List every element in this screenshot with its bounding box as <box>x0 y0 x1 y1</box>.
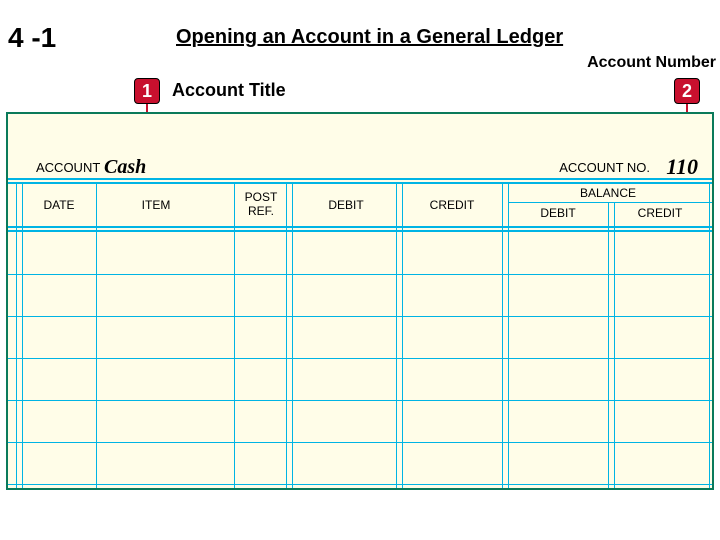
account-number-label: Account Number <box>587 54 716 72</box>
badge-2: 2 <box>674 78 700 104</box>
row-line <box>8 358 712 359</box>
col-balance-credit: CREDIT <box>620 206 700 220</box>
divider <box>508 202 712 203</box>
section-number: 4 -1 <box>8 22 56 54</box>
col-date: DATE <box>28 198 90 212</box>
col-debit: DEBIT <box>306 198 386 212</box>
row-line <box>8 442 712 443</box>
col-balance-debit: DEBIT <box>518 206 598 220</box>
page-title: Opening an Account in a General Ledger <box>176 26 563 49</box>
badge-1: 1 <box>134 78 160 104</box>
col-item: ITEM <box>116 198 196 212</box>
ledger-body <box>8 232 712 488</box>
ledger-header: ACCOUNT Cash ACCOUNT NO. 110 <box>8 114 712 186</box>
account-value: Cash <box>104 156 146 179</box>
col-credit: CREDIT <box>412 198 492 212</box>
ledger-table: DATE ITEM POST REF. DEBIT CREDIT BALANCE… <box>8 184 712 488</box>
col-balance: BALANCE <box>508 186 708 200</box>
ledger: ACCOUNT Cash ACCOUNT NO. 110 DATE ITEM P… <box>6 112 714 490</box>
account-title-label: Account Title <box>172 80 286 101</box>
row-line <box>8 484 712 485</box>
divider <box>8 226 712 228</box>
col-post-ref: POST REF. <box>236 190 286 218</box>
account-label: ACCOUNT <box>36 160 100 175</box>
row-line <box>8 316 712 317</box>
row-line <box>8 274 712 275</box>
column-headers: DATE ITEM POST REF. DEBIT CREDIT BALANCE… <box>8 184 712 228</box>
account-no-value: 110 <box>666 154 698 180</box>
row-line <box>8 400 712 401</box>
divider <box>8 178 712 180</box>
account-no-label: ACCOUNT NO. <box>559 160 650 175</box>
